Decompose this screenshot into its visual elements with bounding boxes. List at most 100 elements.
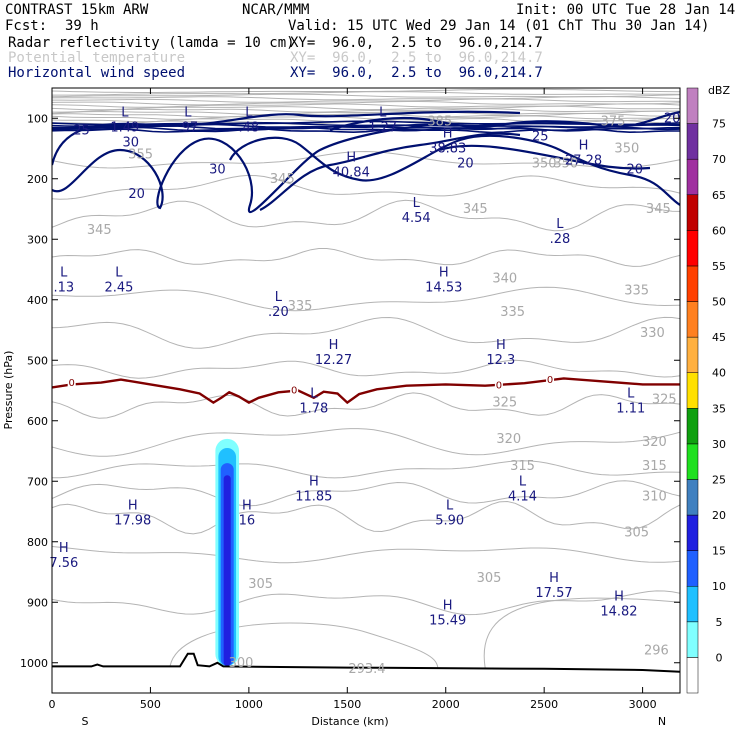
theta-label: 355 — [128, 148, 153, 163]
theta-label: 335 — [288, 299, 313, 314]
extremum-marker: H — [346, 151, 356, 166]
x-end-label-south: S — [82, 715, 89, 728]
theta-contour — [52, 248, 680, 267]
freezing-label-bg — [546, 375, 555, 385]
theta-label: 320 — [642, 435, 667, 450]
colorbar-label: 10 — [712, 580, 726, 593]
colorbar-label: 55 — [712, 260, 726, 273]
field-wind-xy: XY= 96.0, 2.5 to 96.0,214.7 — [290, 65, 543, 81]
extremum-value: .20 — [268, 305, 289, 320]
field-theta-name: Potential temperature — [8, 50, 186, 66]
wind-contour-jet — [52, 125, 680, 131]
extremum-marker: L — [413, 196, 421, 211]
extremum-value: 17.98 — [114, 514, 151, 529]
extremum-value: 14.53 — [425, 281, 462, 296]
colorbar-label: 40 — [712, 367, 726, 380]
y-tick-label: 100 — [27, 112, 48, 125]
theta-contour — [52, 359, 680, 379]
theta-label: 345 — [646, 202, 671, 217]
extremum-marker: H — [443, 126, 453, 141]
theta-contour-upper — [52, 108, 680, 113]
extremum-value: .28 — [550, 232, 571, 247]
theta-contour — [52, 174, 680, 200]
theta-label: 330 — [640, 326, 665, 341]
valid-time: Valid: 15 UTC Wed 29 Jan 14 (01 ChT Thu … — [288, 18, 710, 34]
extremum-marker: L — [245, 105, 253, 120]
theta-contour-surface — [169, 622, 439, 668]
extremum-marker: L — [556, 217, 564, 232]
colorbar-swatch — [686, 336, 699, 373]
extremum-marker: H — [443, 598, 453, 613]
extremum-value: 12.27 — [315, 353, 352, 368]
colorbar-swatch — [686, 550, 699, 587]
freezing-level-line — [52, 377, 680, 405]
freezing-label: 0 — [547, 375, 553, 386]
wind-label: 25 — [532, 129, 549, 144]
extremum-value: 27.28 — [565, 154, 602, 169]
x-tick-label: 0 — [49, 698, 56, 711]
colorbar-swatch — [686, 408, 699, 445]
colorbar-label: 45 — [712, 331, 726, 344]
extremum-value: .48 — [239, 120, 260, 135]
theta-contour-upper — [52, 96, 680, 101]
colorbar-swatch — [686, 514, 699, 551]
colorbar-swatch — [686, 479, 699, 516]
colorbar-label: 15 — [712, 545, 726, 558]
extremum-value: 4.54 — [402, 211, 431, 226]
colorbar-label: 0 — [716, 651, 723, 664]
terrain — [52, 652, 680, 673]
field-theta-xy: XY= 96.0, 2.5 to 96.0,214.7 — [290, 50, 543, 66]
extremum-value: 7.56 — [49, 556, 78, 571]
theta-label: 340 — [492, 272, 517, 287]
extremum-value: 1.11 — [616, 402, 645, 417]
extremum-value: 1.27 — [368, 120, 397, 135]
wind-contour — [259, 132, 521, 211]
colorbar-swatch — [686, 443, 699, 480]
field-wind-name: Horizontal wind speed — [8, 65, 186, 81]
extremum-value: 1.49 — [110, 120, 139, 135]
extremum-marker: L — [121, 105, 129, 120]
theta-contour — [52, 590, 680, 616]
theta-contour — [52, 428, 680, 457]
extremum-value: 40.84 — [333, 166, 370, 181]
extremum-marker: H — [242, 499, 252, 514]
colorbar-unit: dBZ — [708, 84, 731, 97]
extremum-marker: H — [329, 338, 339, 353]
theta-contour-upper — [52, 98, 680, 103]
extremum-value: 1.78 — [299, 402, 328, 417]
theta-label: 335 — [500, 305, 525, 320]
y-tick-label: 900 — [27, 596, 48, 609]
colorbar-label: 75 — [712, 118, 726, 131]
freezing-level — [52, 377, 680, 405]
freezing-label-bg — [494, 380, 503, 390]
x-tick-label: 3000 — [629, 698, 657, 711]
theta-contour — [52, 546, 680, 564]
y-tick-label: 800 — [27, 536, 48, 549]
extremum-marker: L — [379, 105, 387, 120]
wind-contour-jet — [52, 126, 680, 132]
wind-label: 20 — [457, 157, 474, 172]
theta-label: 375 — [601, 114, 626, 129]
field-reflectivity-xy: XY= 96.0, 2.5 to 96.0,214.7 — [290, 35, 543, 51]
theta-contour — [52, 460, 680, 479]
x-tick-label: 1500 — [333, 698, 361, 711]
x-tick-label: 1000 — [235, 698, 263, 711]
colorbar-label: 20 — [712, 509, 726, 522]
x-axis-title: Distance (km) — [311, 715, 388, 728]
colorbar: 0 5 10 15 20 25 30 35 40 45 50 55 60 65 70 75 — [686, 87, 726, 694]
extremum-marker: H — [128, 499, 138, 514]
extremum-value: 16 — [239, 514, 256, 529]
field-reflectivity-name: Radar reflectivity (lamda = 10 cm) — [8, 35, 295, 51]
extremum-marker: L — [446, 499, 454, 514]
theta-contour — [52, 480, 680, 507]
colorbar-swatch — [686, 87, 699, 124]
wind-contour — [52, 123, 431, 214]
colorbar-swatch — [686, 621, 699, 658]
theta-label: 310 — [642, 489, 667, 504]
colorbar-swatch — [686, 657, 699, 694]
extremum-value: 12.3 — [486, 353, 515, 368]
extremum-marker: H — [59, 541, 69, 556]
wind-contour — [439, 144, 651, 170]
theta-label: 305 — [477, 571, 502, 586]
